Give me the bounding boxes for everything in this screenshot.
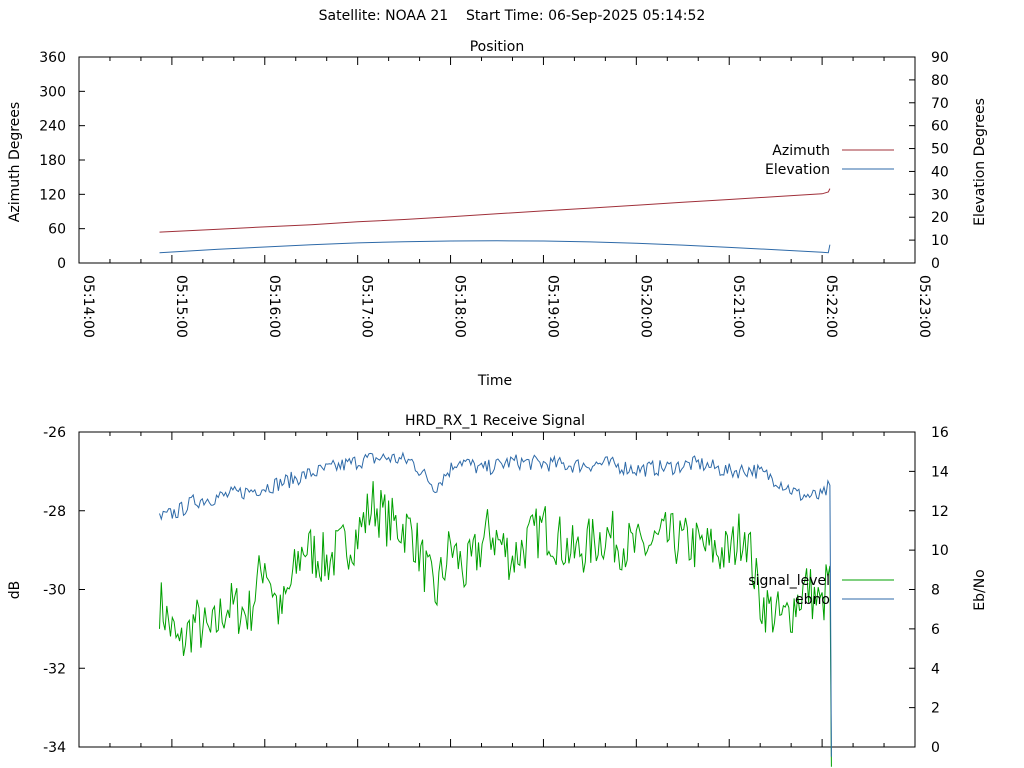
y2-tick-label: 20 (931, 210, 949, 226)
series-line-ebno (159, 451, 832, 757)
y-tick-label: 360 (39, 50, 66, 66)
y2-tick-label: 40 (931, 164, 949, 180)
x-tick-label: 05:22:00 (823, 275, 839, 338)
y2-tick-label: 0 (931, 740, 940, 756)
y-tick-label: 180 (39, 153, 66, 169)
position-legend: Azimuth Elevation (765, 143, 894, 178)
position-y2-axis-label: Elevation Degrees (972, 98, 988, 226)
y-tick-label: -34 (43, 740, 66, 756)
receive-signal-y2-axis-label: Eb/No (972, 569, 988, 611)
y-tick-label: 60 (48, 222, 66, 238)
y-tick-label: 120 (39, 187, 66, 203)
x-tick-label: 05:16:00 (266, 275, 282, 338)
legend-label: ebno (795, 592, 830, 608)
y-tick-label: -26 (43, 425, 66, 441)
position-x-axis-label: Time (477, 373, 512, 389)
x-tick-label: 05:20:00 (637, 275, 653, 338)
legend-label: signal_level (748, 573, 830, 589)
x-tick-label: 05:18:00 (452, 275, 468, 338)
y2-tick-label: 90 (931, 50, 949, 66)
y2-tick-label: 80 (931, 73, 949, 89)
y2-tick-label: 0 (931, 256, 940, 272)
y2-tick-label: 10 (931, 543, 949, 559)
receive-signal-chart: HRD_RX_1 Receive Signal -34-32-30-28-26 … (7, 413, 988, 767)
y-tick-label: -30 (43, 583, 66, 599)
legend-label: Elevation (765, 162, 830, 178)
position-chart: Position 0 60 120 180 240 300 360 0 10 20 30 40 50 6… (7, 39, 988, 389)
y2-tick-label: 8 (931, 583, 940, 599)
y2-tick-label: 16 (931, 425, 949, 441)
legend-label: Azimuth (772, 143, 830, 159)
receive-signal-y-axis-label: dB (7, 581, 23, 600)
y2-tick-label: 2 (931, 701, 940, 717)
x-tick-label: 05:15:00 (173, 275, 189, 338)
series-line-signal-level (159, 481, 832, 767)
y2-tick-label: 60 (931, 119, 949, 135)
y2-tick-label: 30 (931, 187, 949, 203)
x-tick-label: 05:19:00 (544, 275, 560, 338)
position-plot-frame (78, 56, 916, 264)
x-tick-label: 05:21:00 (730, 275, 746, 338)
position-chart-title: Position (470, 39, 525, 55)
y-tick-label: -28 (43, 504, 66, 520)
x-tick-label: 05:17:00 (359, 275, 375, 338)
y-tick-label: -32 (43, 661, 66, 677)
y-tick-label: 240 (39, 119, 66, 135)
y2-tick-label: 6 (931, 622, 940, 638)
y2-tick-label: 4 (931, 661, 940, 677)
y2-tick-label: 10 (931, 233, 949, 249)
y-tick-label: 0 (57, 256, 66, 272)
y-tick-label: 300 (39, 84, 66, 100)
x-tick-label: 05:14:00 (80, 275, 96, 338)
position-y-axis-label: Azimuth Degrees (7, 102, 23, 222)
receive-signal-plot-frame (78, 431, 916, 748)
y2-tick-label: 12 (931, 504, 949, 520)
y2-tick-label: 50 (931, 142, 949, 158)
y2-tick-label: 70 (931, 96, 949, 112)
receive-signal-chart-title: HRD_RX_1 Receive Signal (405, 413, 585, 429)
x-tick-label: 05:23:00 (916, 275, 932, 338)
series-line-elevation (159, 240, 831, 254)
page-title: Satellite: NOAA 21 Start Time: 06-Sep-20… (318, 8, 706, 24)
y2-tick-label: 14 (931, 464, 949, 480)
series-line-azimuth (159, 188, 831, 233)
